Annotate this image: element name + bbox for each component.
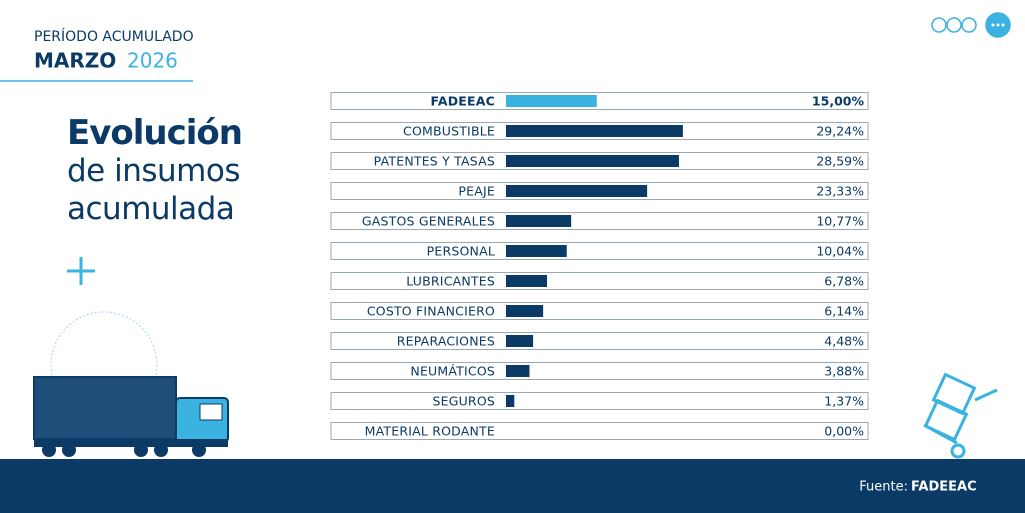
- category-label: PEAJE: [458, 184, 495, 199]
- row-frame: [330, 302, 869, 320]
- value-label: 6,78%: [824, 274, 864, 289]
- category-label: COSTO FINANCIERO: [367, 304, 495, 319]
- category-label: LUBRICANTES: [406, 274, 495, 289]
- value-label: 3,88%: [824, 364, 864, 379]
- category-label: MATERIAL RODANTE: [365, 424, 495, 439]
- row-frame: [330, 272, 869, 290]
- row-frame: [330, 122, 869, 140]
- row-frame: [330, 92, 869, 110]
- value-label: 23,33%: [816, 184, 864, 199]
- bar: [506, 275, 548, 287]
- bar: [506, 335, 534, 347]
- source-label: Fuente:: [859, 480, 908, 495]
- logo-ellipsis: [991, 23, 1005, 27]
- period-label: PERÍODO ACUMULADO: [34, 28, 194, 45]
- year: 2026: [127, 49, 178, 73]
- truck-icon: [33, 376, 229, 457]
- row-frame: [330, 212, 869, 230]
- row-frame: [330, 242, 869, 260]
- month: MARZO: [34, 49, 116, 73]
- bar: [506, 305, 544, 317]
- category-label: FADEEAC: [431, 94, 495, 109]
- bar: [506, 245, 567, 257]
- value-label: 0,00%: [824, 424, 864, 439]
- footer: [0, 459, 1025, 513]
- row-frame: [330, 182, 869, 200]
- chart-title: Evolución: [67, 113, 243, 153]
- truck-halo: [50, 311, 158, 419]
- bar: [506, 395, 515, 407]
- bar: [506, 185, 648, 197]
- category-label: NEUMÁTICOS: [410, 364, 495, 379]
- row-frame: [330, 332, 869, 350]
- row-frame: [330, 392, 869, 410]
- plus-icon: [67, 257, 95, 285]
- source: FADEEAC: [911, 480, 977, 495]
- row-frame: [330, 152, 869, 170]
- cart-icon: [923, 372, 998, 459]
- bar: [506, 365, 530, 377]
- bar: [506, 215, 572, 227]
- value-label: 29,24%: [816, 124, 864, 139]
- row-frame: [330, 362, 869, 380]
- value-label: 28,59%: [816, 154, 864, 169]
- value-label: 1,37%: [824, 394, 864, 409]
- value-label: 6,14%: [824, 304, 864, 319]
- category-label: GASTOS GENERALES: [362, 214, 495, 229]
- row-frame: [330, 422, 869, 440]
- value-label: 10,04%: [816, 244, 864, 259]
- chart-subtitle: de insumos acumulada: [67, 153, 240, 227]
- category-label: REPARACIONES: [397, 334, 495, 349]
- value-label: 10,77%: [816, 214, 864, 229]
- bar: [506, 155, 679, 167]
- title-block: Evolución de insumos acumulada: [67, 114, 297, 228]
- value-label: 4,48%: [824, 334, 864, 349]
- category-label: SEGUROS: [432, 394, 495, 409]
- bar: [506, 125, 683, 137]
- category-label: COMBUSTIBLE: [403, 124, 495, 139]
- category-label: PATENTES Y TASAS: [374, 154, 495, 169]
- category-label: PERSONAL: [427, 244, 495, 259]
- value-label: 15,00%: [812, 94, 865, 109]
- bar: [506, 95, 597, 107]
